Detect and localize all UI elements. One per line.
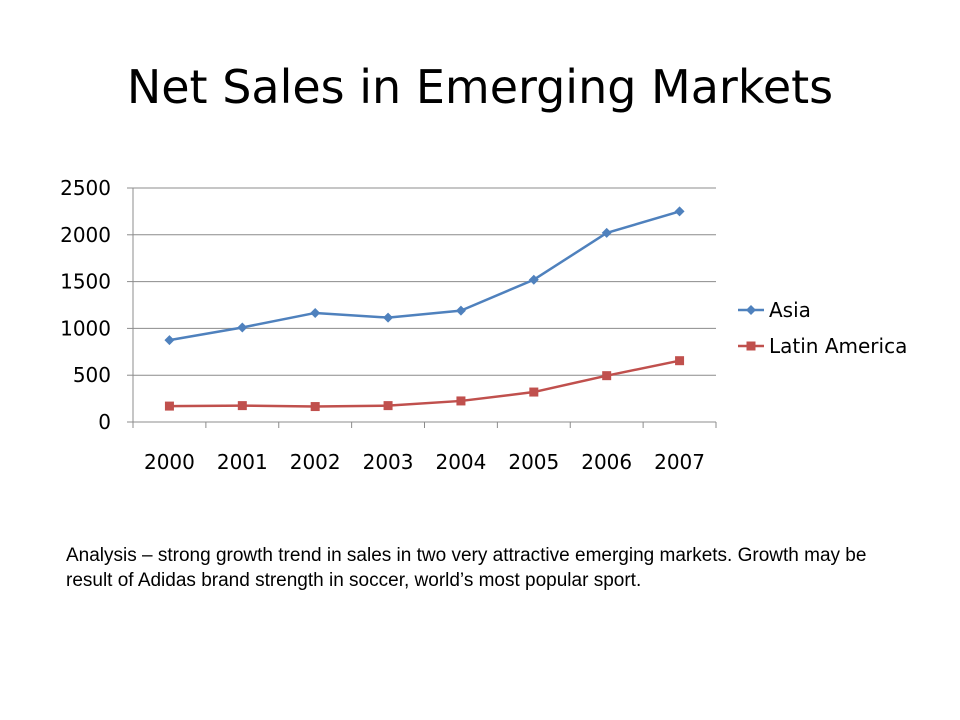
x-tick-label: 2000: [144, 450, 195, 474]
series-asia: [164, 206, 685, 346]
x-tick-label: 2003: [363, 450, 414, 474]
chart-axes: [127, 187, 717, 428]
data-point: [164, 401, 174, 411]
y-tick-label: 0: [98, 410, 111, 434]
slide-title: Net Sales in Emerging Markets: [126, 60, 834, 114]
legend-entry: Latin America: [738, 334, 907, 358]
y-tick-label: 500: [73, 363, 111, 387]
chart-gridlines: [133, 187, 716, 376]
data-point: [674, 206, 685, 217]
series-latin-america: [164, 356, 685, 412]
data-point: [310, 402, 320, 412]
data-point: [455, 305, 466, 316]
x-tick-label: 2004: [435, 450, 486, 474]
data-point: [456, 396, 466, 406]
x-tick-label: 2005: [508, 450, 559, 474]
legend-entry: Asia: [738, 298, 811, 322]
y-tick-label: 2500: [60, 176, 111, 200]
data-point: [310, 307, 321, 318]
data-point: [675, 356, 685, 366]
y-tick-label: 1000: [60, 316, 111, 340]
data-point: [164, 335, 175, 346]
chart-series: [164, 206, 685, 412]
analysis-text: Analysis – strong growth trend in sales …: [66, 545, 867, 591]
y-tick-label: 2000: [60, 223, 111, 247]
data-point: [529, 387, 539, 397]
data-point: [602, 371, 612, 381]
data-point: [528, 274, 539, 285]
x-axis-tick-labels: 2000 2001 2002 2003 2004 2005 2006 2007: [144, 450, 705, 474]
legend-marker: [746, 305, 756, 315]
data-point: [383, 401, 393, 411]
series-line: [169, 210, 680, 342]
x-tick-label: 2006: [581, 450, 632, 474]
data-point: [237, 322, 248, 333]
x-tick-label: 2001: [217, 450, 268, 474]
x-tick-label: 2007: [654, 450, 705, 474]
legend-marker: [746, 341, 756, 351]
data-point: [383, 312, 394, 323]
series-line: [169, 359, 680, 408]
legend-label: Latin America: [769, 334, 907, 358]
y-axis-tick-labels: 0 500 1000 1500 2000 2500: [60, 176, 111, 434]
x-tick-label: 2002: [290, 450, 341, 474]
chart-legend: Asia Latin America: [738, 298, 907, 358]
legend-label: Asia: [769, 298, 811, 322]
data-point: [601, 227, 612, 238]
data-point: [237, 401, 247, 411]
y-tick-label: 1500: [60, 270, 111, 294]
